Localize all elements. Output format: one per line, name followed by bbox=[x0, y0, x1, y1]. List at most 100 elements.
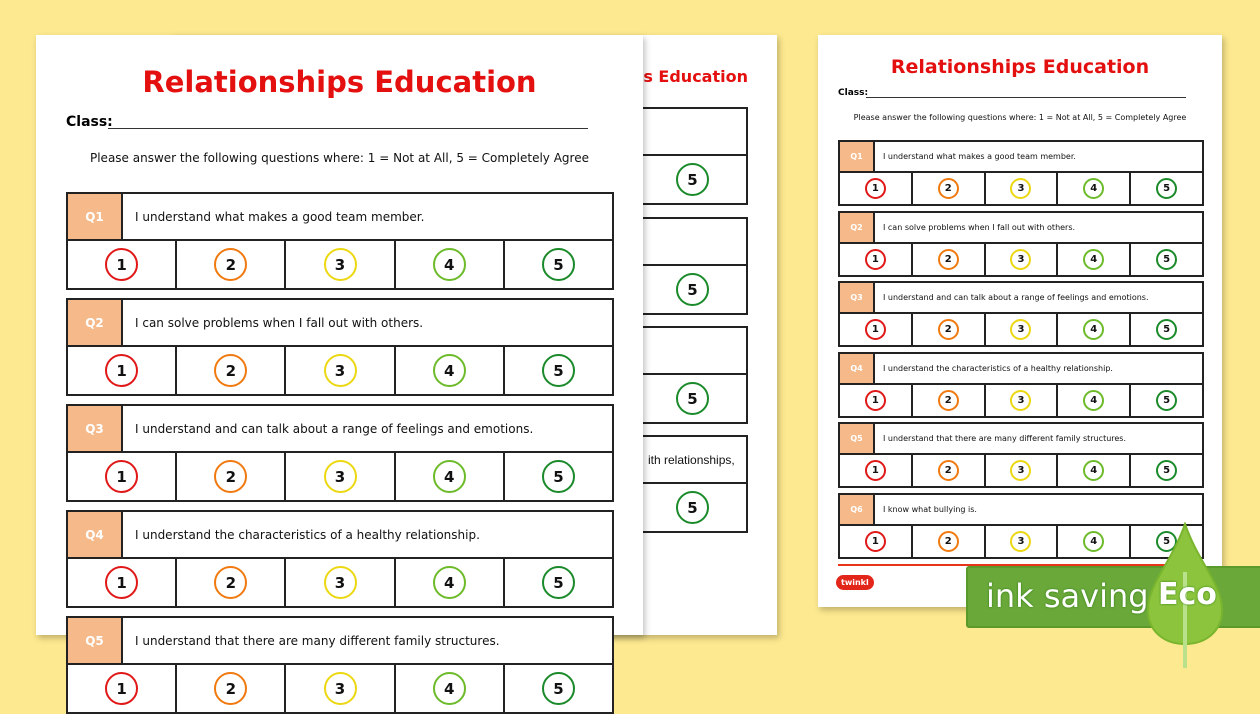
rating-cell[interactable]: 3 bbox=[986, 243, 1059, 275]
rating-cell[interactable]: 2 bbox=[177, 453, 287, 500]
rating-cell[interactable]: 5 bbox=[1131, 385, 1202, 416]
rating-circle-2[interactable]: 2 bbox=[937, 530, 959, 552]
rating-cell[interactable]: 4 bbox=[396, 453, 505, 500]
rating-cell[interactable]: 2 bbox=[177, 665, 287, 712]
rating-circle-3[interactable]: 3 bbox=[1010, 389, 1032, 411]
rating-circle-1[interactable]: 1 bbox=[864, 389, 886, 411]
class-line[interactable] bbox=[108, 128, 588, 129]
rating-cell[interactable]: 3 bbox=[286, 347, 396, 394]
rating-cell[interactable]: 4 bbox=[1058, 173, 1132, 204]
rating-cell[interactable]: 1 bbox=[68, 347, 178, 394]
rating-cell[interactable]: 2 bbox=[177, 559, 287, 606]
rating-circle-5[interactable]: 5 bbox=[676, 273, 709, 306]
rating-circle-2[interactable]: 2 bbox=[937, 460, 959, 481]
rating-circle-1[interactable]: 1 bbox=[864, 248, 886, 270]
rating-circle-2[interactable]: 2 bbox=[937, 178, 959, 199]
rating-circle-5[interactable]: 5 bbox=[1156, 460, 1178, 481]
rating-cell[interactable]: 1 bbox=[68, 665, 178, 712]
rating-circle-3[interactable]: 3 bbox=[1010, 319, 1032, 340]
rating-circle-4[interactable]: 4 bbox=[1083, 178, 1105, 199]
rating-circle-4[interactable]: 4 bbox=[1083, 460, 1105, 481]
rating-circle-4[interactable]: 4 bbox=[1083, 389, 1105, 411]
rating-cell[interactable]: 4 bbox=[396, 665, 505, 712]
rating-cell[interactable]: 3 bbox=[986, 525, 1059, 557]
rating-circle-4[interactable]: 4 bbox=[432, 354, 466, 387]
rating-cell[interactable]: 4 bbox=[1058, 314, 1132, 345]
rating-circle-4[interactable]: 4 bbox=[432, 672, 466, 705]
rating-cell[interactable]: 3 bbox=[986, 314, 1059, 345]
rating-cell[interactable]: 4 bbox=[1058, 384, 1132, 416]
rating-circle-1[interactable]: 1 bbox=[864, 530, 886, 552]
rating-cell[interactable]: 5 bbox=[1131, 244, 1202, 275]
rating-circle-3[interactable]: 3 bbox=[323, 354, 357, 387]
rating-cell[interactable]: 3 bbox=[286, 453, 396, 500]
rating-cell[interactable]: 3 bbox=[986, 173, 1059, 204]
rating-circle-3[interactable]: 3 bbox=[323, 566, 357, 599]
rating-cell[interactable]: 5 bbox=[1131, 455, 1202, 486]
rating-circle-3[interactable]: 3 bbox=[1010, 178, 1032, 199]
rating-circle-2[interactable]: 2 bbox=[214, 460, 248, 493]
rating-circle-2[interactable]: 2 bbox=[937, 319, 959, 340]
rating-circle-3[interactable]: 3 bbox=[1010, 248, 1032, 270]
rating-circle-5[interactable]: 5 bbox=[676, 163, 709, 196]
rating-cell[interactable]: 2 bbox=[913, 384, 986, 416]
rating-circle-4[interactable]: 4 bbox=[1083, 248, 1105, 270]
rating-cell[interactable]: 2 bbox=[913, 173, 986, 204]
rating-cell[interactable]: 5 bbox=[505, 453, 612, 500]
rating-circle-5[interactable]: 5 bbox=[676, 382, 709, 415]
rating-circle-1[interactable]: 1 bbox=[105, 566, 139, 599]
rating-cell[interactable]: 3 bbox=[986, 384, 1059, 416]
rating-circle-3[interactable]: 3 bbox=[1010, 530, 1032, 552]
rating-cell[interactable]: 5 bbox=[505, 559, 612, 606]
rating-circle-3[interactable]: 3 bbox=[323, 672, 357, 705]
rating-circle-1[interactable]: 1 bbox=[864, 178, 886, 199]
rating-circle-2[interactable]: 2 bbox=[214, 566, 248, 599]
rating-circle-2[interactable]: 2 bbox=[937, 248, 959, 270]
rating-circle-4[interactable]: 4 bbox=[432, 248, 466, 281]
rating-cell[interactable]: 1 bbox=[840, 525, 913, 557]
rating-cell[interactable]: 3 bbox=[286, 665, 396, 712]
rating-cell[interactable]: 1 bbox=[68, 241, 178, 288]
rating-cell[interactable]: 3 bbox=[986, 455, 1059, 486]
class-line-small[interactable] bbox=[866, 97, 1186, 98]
rating-circle-5[interactable]: 5 bbox=[1156, 389, 1178, 411]
rating-circle-3[interactable]: 3 bbox=[323, 460, 357, 493]
rating-cell[interactable]: 2 bbox=[913, 243, 986, 275]
rating-cell[interactable]: 1 bbox=[840, 243, 913, 275]
rating-circle-2[interactable]: 2 bbox=[214, 672, 248, 705]
rating-cell[interactable]: 2 bbox=[177, 241, 287, 288]
rating-circle-1[interactable]: 1 bbox=[105, 248, 139, 281]
rating-cell[interactable]: 5 bbox=[1131, 314, 1202, 345]
rating-circle-5[interactable]: 5 bbox=[541, 354, 575, 387]
rating-circle-4[interactable]: 4 bbox=[432, 460, 466, 493]
rating-circle-1[interactable]: 1 bbox=[105, 354, 139, 387]
rating-circle-4[interactable]: 4 bbox=[1083, 319, 1105, 340]
rating-circle-2[interactable]: 2 bbox=[214, 248, 248, 281]
rating-circle-5[interactable]: 5 bbox=[1156, 248, 1178, 270]
rating-circle-5[interactable]: 5 bbox=[676, 491, 709, 524]
rating-cell[interactable]: 2 bbox=[177, 347, 287, 394]
rating-cell[interactable]: 5 bbox=[505, 347, 612, 394]
rating-cell[interactable]: 2 bbox=[913, 455, 986, 486]
rating-circle-2[interactable]: 2 bbox=[214, 354, 248, 387]
rating-cell[interactable]: 3 bbox=[286, 241, 396, 288]
rating-cell[interactable]: 3 bbox=[286, 559, 396, 606]
rating-circle-3[interactable]: 3 bbox=[1010, 460, 1032, 481]
rating-cell[interactable]: 5 bbox=[505, 241, 612, 288]
rating-circle-5[interactable]: 5 bbox=[541, 248, 575, 281]
rating-circle-5[interactable]: 5 bbox=[541, 672, 575, 705]
rating-circle-1[interactable]: 1 bbox=[105, 460, 139, 493]
rating-circle-5[interactable]: 5 bbox=[1156, 178, 1178, 199]
rating-cell[interactable]: 1 bbox=[840, 314, 913, 345]
rating-circle-5[interactable]: 5 bbox=[1156, 319, 1178, 340]
rating-cell[interactable]: 4 bbox=[1058, 455, 1132, 486]
rating-circle-1[interactable]: 1 bbox=[105, 672, 139, 705]
rating-cell[interactable]: 5 bbox=[1131, 526, 1202, 557]
rating-circle-1[interactable]: 1 bbox=[864, 319, 886, 340]
rating-cell[interactable]: 1 bbox=[840, 455, 913, 486]
rating-circle-5[interactable]: 5 bbox=[1156, 530, 1178, 552]
rating-cell[interactable]: 2 bbox=[913, 525, 986, 557]
rating-cell[interactable]: 4 bbox=[396, 559, 505, 606]
rating-circle-4[interactable]: 4 bbox=[1083, 530, 1105, 552]
rating-cell[interactable]: 1 bbox=[840, 173, 913, 204]
